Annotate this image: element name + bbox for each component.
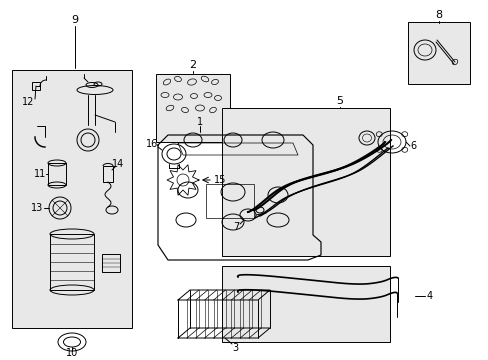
Text: 16: 16 bbox=[145, 139, 158, 149]
Bar bbox=[222, 266, 389, 342]
Text: 9: 9 bbox=[71, 15, 79, 25]
Bar bbox=[156, 74, 229, 142]
Text: 2: 2 bbox=[189, 60, 196, 70]
Text: 10: 10 bbox=[66, 348, 78, 358]
Text: 15: 15 bbox=[213, 175, 226, 185]
Text: 5: 5 bbox=[336, 96, 343, 106]
Text: 3: 3 bbox=[231, 343, 238, 353]
Text: 7: 7 bbox=[232, 222, 239, 232]
Bar bbox=[50, 234, 94, 290]
Bar bbox=[103, 166, 113, 182]
Bar bbox=[407, 22, 469, 84]
Text: 1: 1 bbox=[197, 117, 203, 127]
Bar bbox=[102, 254, 120, 272]
Text: 14: 14 bbox=[112, 159, 124, 169]
Text: 4: 4 bbox=[426, 291, 432, 301]
Text: 13: 13 bbox=[31, 203, 43, 213]
Text: 12: 12 bbox=[22, 97, 34, 107]
Bar bbox=[48, 163, 66, 185]
Bar bbox=[205, 184, 253, 218]
Text: 6: 6 bbox=[409, 141, 415, 151]
Text: 11: 11 bbox=[34, 169, 46, 179]
Text: 8: 8 bbox=[434, 10, 442, 20]
Bar bbox=[32, 82, 40, 90]
Bar bbox=[222, 108, 389, 256]
Bar bbox=[12, 70, 132, 328]
